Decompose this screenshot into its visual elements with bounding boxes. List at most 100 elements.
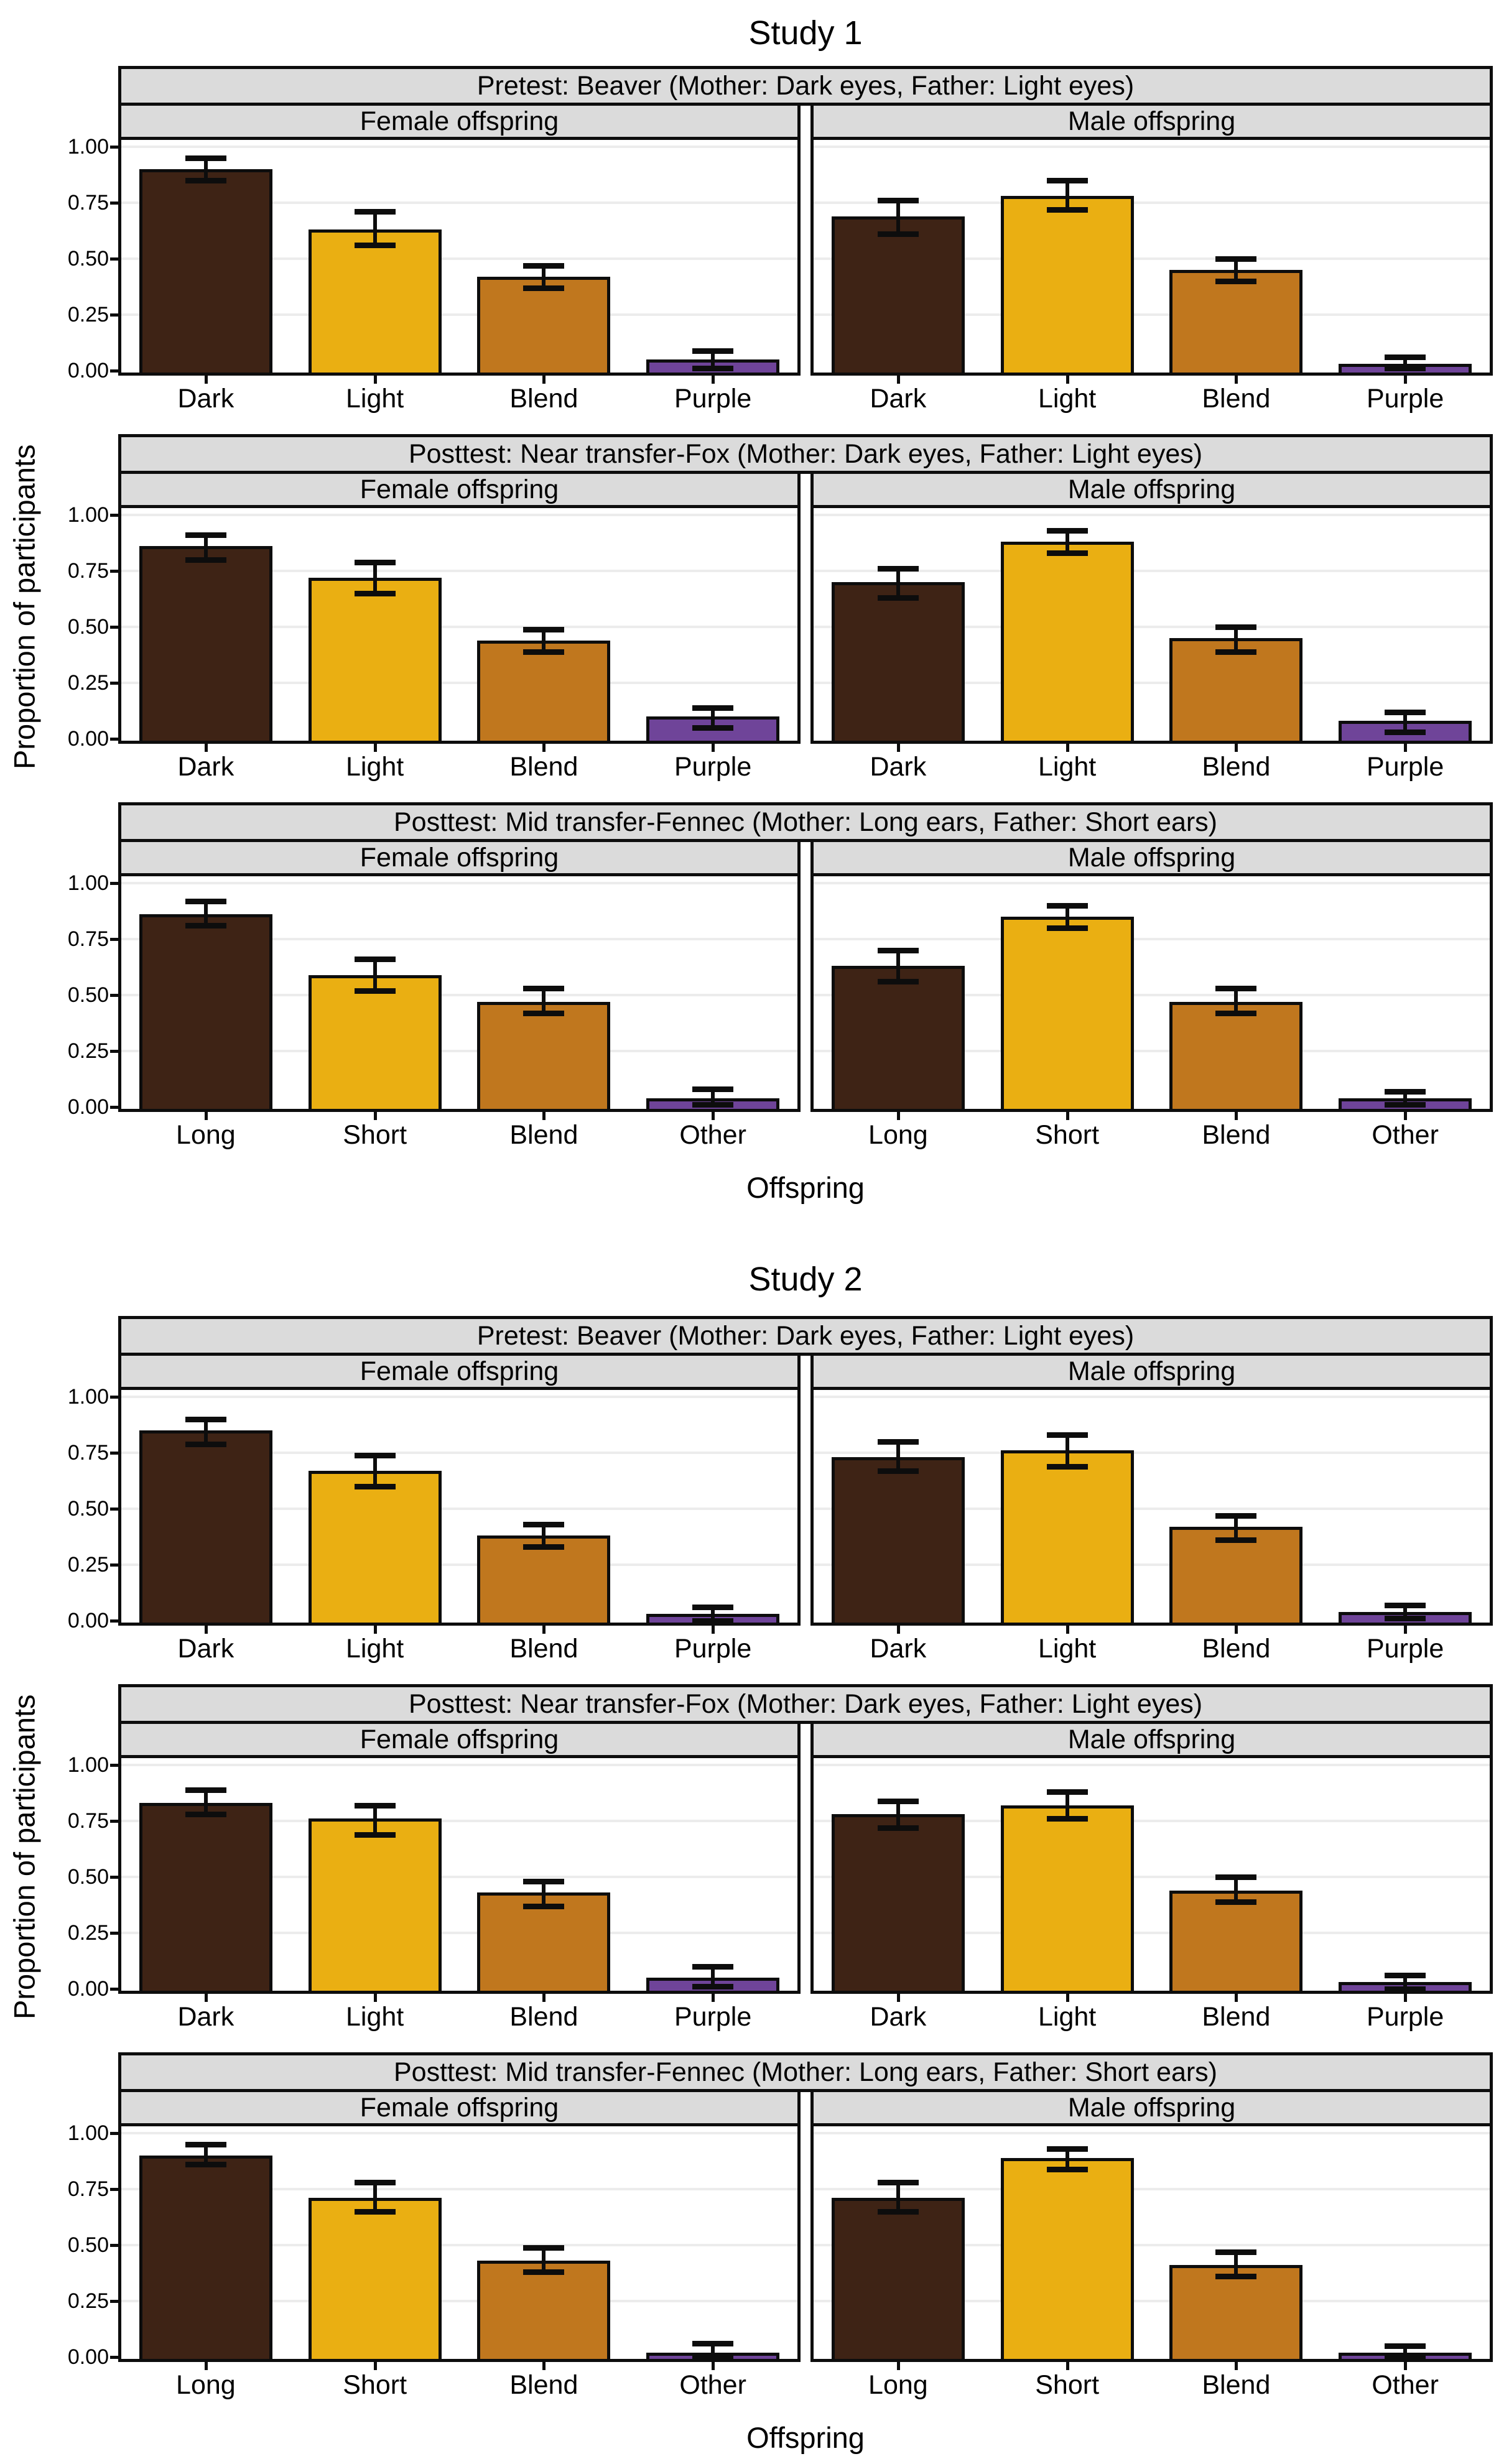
x-labels-row: Dark Light Blend Purple Dark Light Blend Purple — [118, 744, 1493, 782]
error-bar-cap-bottom — [692, 1984, 734, 1990]
error-bar-cap-bottom — [185, 1812, 226, 1818]
error-bar-cap-top — [877, 198, 919, 204]
gridline — [814, 2244, 1490, 2246]
panel-dark-2: Posttest: Near transfer-Fox (Mother: Dar… — [68, 1684, 1493, 2032]
error-bar — [1403, 711, 1408, 733]
x-tick-mark — [204, 1626, 208, 1634]
study-block-1: Study 1 Proportion of participants Pretest… — [0, 0, 1509, 1214]
y-tick-mark — [110, 313, 118, 317]
x-axis-label: Offspring — [746, 1171, 865, 1204]
bar-light — [308, 1818, 442, 1991]
error-bar-cap-top — [692, 348, 734, 354]
x-tick-mark — [712, 744, 715, 752]
y-tick-mark — [110, 2356, 118, 2359]
error-bar — [373, 562, 377, 593]
plots-row: 1.00 0.75 0.50 0.25 0.00 — [68, 871, 1493, 1119]
error-bar-cap-bottom — [877, 231, 919, 238]
error-bar-cap-bottom — [877, 595, 919, 601]
y-tick-mark — [110, 1988, 118, 1991]
error-bar — [1065, 905, 1069, 928]
gridline — [814, 146, 1490, 148]
y-tick-label: 0.75 — [67, 2177, 109, 2201]
error-bar-cap-bottom — [1385, 1986, 1426, 1992]
gridline — [121, 2300, 797, 2302]
y-tick-mark — [110, 1932, 118, 1935]
plot-area — [810, 137, 1493, 376]
error-bar-cap-bottom — [1046, 550, 1088, 557]
facet-strip-female: Female offspring — [118, 1353, 801, 1390]
error-bar-cap-top — [1046, 2146, 1088, 2152]
plot-area: 1.00 0.75 0.50 0.25 0.00 — [68, 2121, 801, 2369]
error-bar-cap-bottom — [877, 2209, 919, 2215]
x-tick-label: Blend — [509, 752, 578, 782]
y-tick-label: 0.50 — [67, 615, 109, 639]
x-tick-label: Dark — [177, 1634, 234, 1664]
x-tick-label: Light — [346, 2002, 404, 2032]
bar-light — [1000, 1450, 1134, 1623]
y-tick-mark — [110, 1619, 118, 1623]
error-bar-cap-top — [523, 2244, 565, 2251]
gridline — [814, 682, 1490, 684]
x-tick-label: Blend — [1202, 2370, 1271, 2400]
error-bar-cap-top — [523, 626, 565, 632]
y-axis-label: Proportion of participants — [7, 1694, 41, 2020]
gridline — [121, 882, 797, 884]
x-label-group: Long Short Blend Other — [118, 2362, 801, 2400]
error-bar-cap-top — [354, 1452, 396, 1458]
gridline — [121, 313, 797, 316]
bar-long — [139, 2156, 272, 2359]
error-bar-cap-top — [692, 1086, 734, 1093]
error-bar-cap-top — [692, 705, 734, 711]
x-tick-mark — [896, 2362, 900, 2370]
facet-strip-female: Female offspring — [118, 103, 801, 140]
bar-blend — [477, 641, 611, 741]
y-tick-mark — [110, 570, 118, 573]
error-bar — [896, 1442, 900, 1471]
x-tick-label: Short — [1035, 1120, 1100, 1150]
x-labels-row: Long Short Blend Other Long Short Blend Other — [118, 1112, 1493, 1150]
error-bar-cap-top — [692, 1964, 734, 1970]
bar-light — [308, 1471, 442, 1623]
error-bar — [896, 1800, 900, 1828]
error-bar-cap-top — [1215, 624, 1257, 630]
error-bar-cap-bottom — [1385, 366, 1426, 372]
y-tick-label: 0.50 — [67, 1497, 109, 1521]
x-tick-mark — [373, 376, 377, 384]
gridline — [814, 1396, 1490, 1398]
error-bar-cap-bottom — [1046, 1463, 1088, 1470]
error-bar — [1403, 2346, 1408, 2357]
x-tick-label: Long — [868, 2370, 928, 2400]
gridline — [121, 1050, 797, 1052]
error-bar — [203, 2144, 208, 2165]
x-tick-label: Purple — [1366, 384, 1444, 414]
error-bar-cap-bottom — [523, 649, 565, 655]
bar-blend — [1169, 1891, 1303, 1991]
y-tick-label: 0.25 — [67, 1553, 109, 1577]
x-labels-row: Dark Light Blend Purple Dark Light Blend Purple — [118, 1994, 1493, 2032]
error-bar — [373, 211, 377, 246]
x-tick-mark — [896, 376, 900, 384]
x-tick-label: Purple — [674, 2002, 752, 2032]
y-tick-label: 1.00 — [67, 1753, 109, 1777]
error-bar — [1234, 988, 1238, 1013]
bar-dark — [831, 1457, 965, 1623]
error-bar-cap-bottom — [1215, 1899, 1257, 1905]
error-bar — [711, 1966, 715, 1987]
error-bar — [896, 200, 900, 234]
bar-short — [1000, 2158, 1134, 2359]
error-bar-cap-bottom — [185, 557, 226, 563]
x-tick-label: Blend — [1202, 2002, 1271, 2032]
error-bar-cap-top — [1046, 903, 1088, 909]
error-bar-cap-top — [1385, 1602, 1426, 1608]
error-bar-cap-top — [1385, 1088, 1426, 1095]
error-bar-cap-bottom — [185, 923, 226, 929]
error-bar-cap-top — [523, 1522, 565, 1528]
y-tick-mark — [110, 2244, 118, 2247]
x-tick-mark — [712, 376, 715, 384]
x-tick-label: Long — [176, 1120, 236, 1150]
gridline — [814, 1563, 1490, 1566]
error-bar — [203, 158, 208, 180]
error-bar-cap-bottom — [1215, 649, 1257, 655]
gridline — [814, 626, 1490, 628]
error-bar-cap-top — [692, 2341, 734, 2347]
